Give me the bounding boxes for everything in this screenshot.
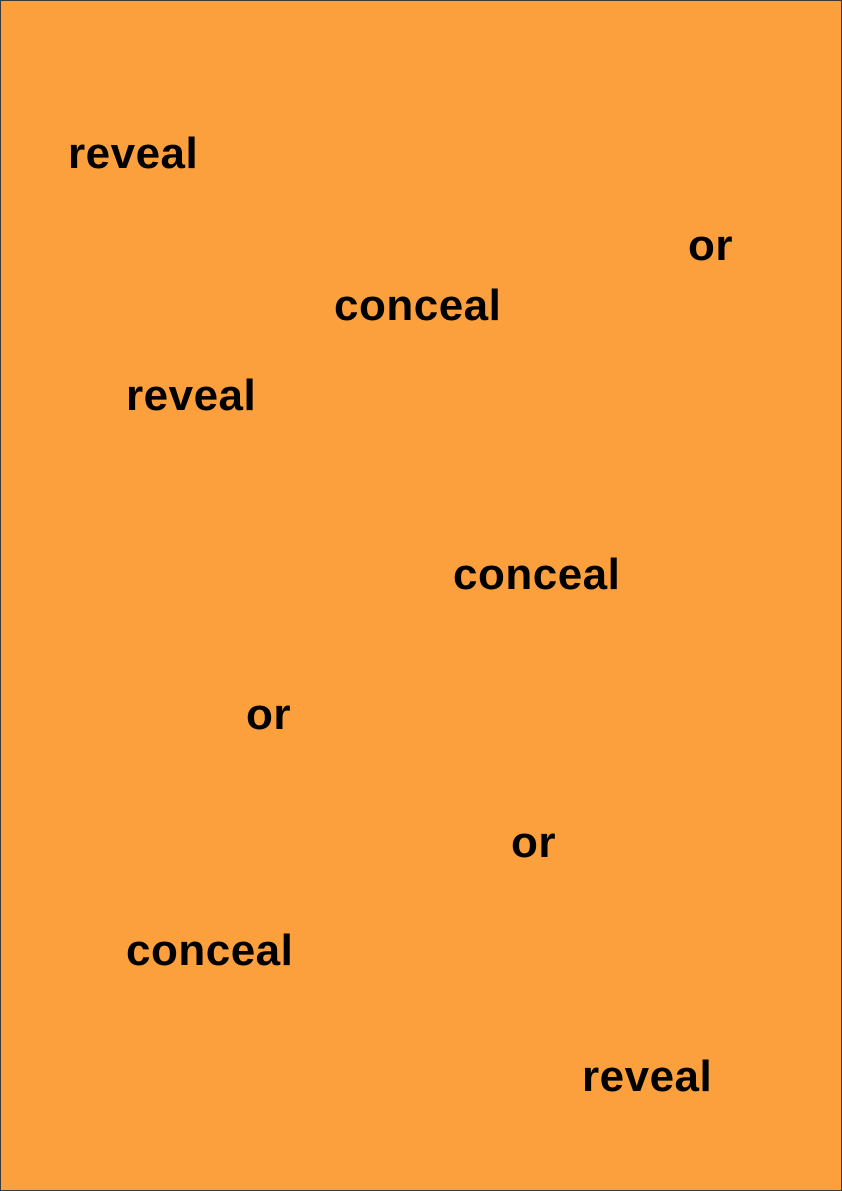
word-or: or xyxy=(246,690,291,739)
word-reveal: reveal xyxy=(582,1052,713,1101)
word-conceal: conceal xyxy=(126,926,294,975)
word-or: or xyxy=(511,818,556,867)
word-reveal: reveal xyxy=(126,371,257,420)
word-conceal: conceal xyxy=(453,550,621,599)
word-reveal: reveal xyxy=(68,129,199,178)
word-or: or xyxy=(688,221,733,270)
word-conceal: conceal xyxy=(334,281,502,330)
